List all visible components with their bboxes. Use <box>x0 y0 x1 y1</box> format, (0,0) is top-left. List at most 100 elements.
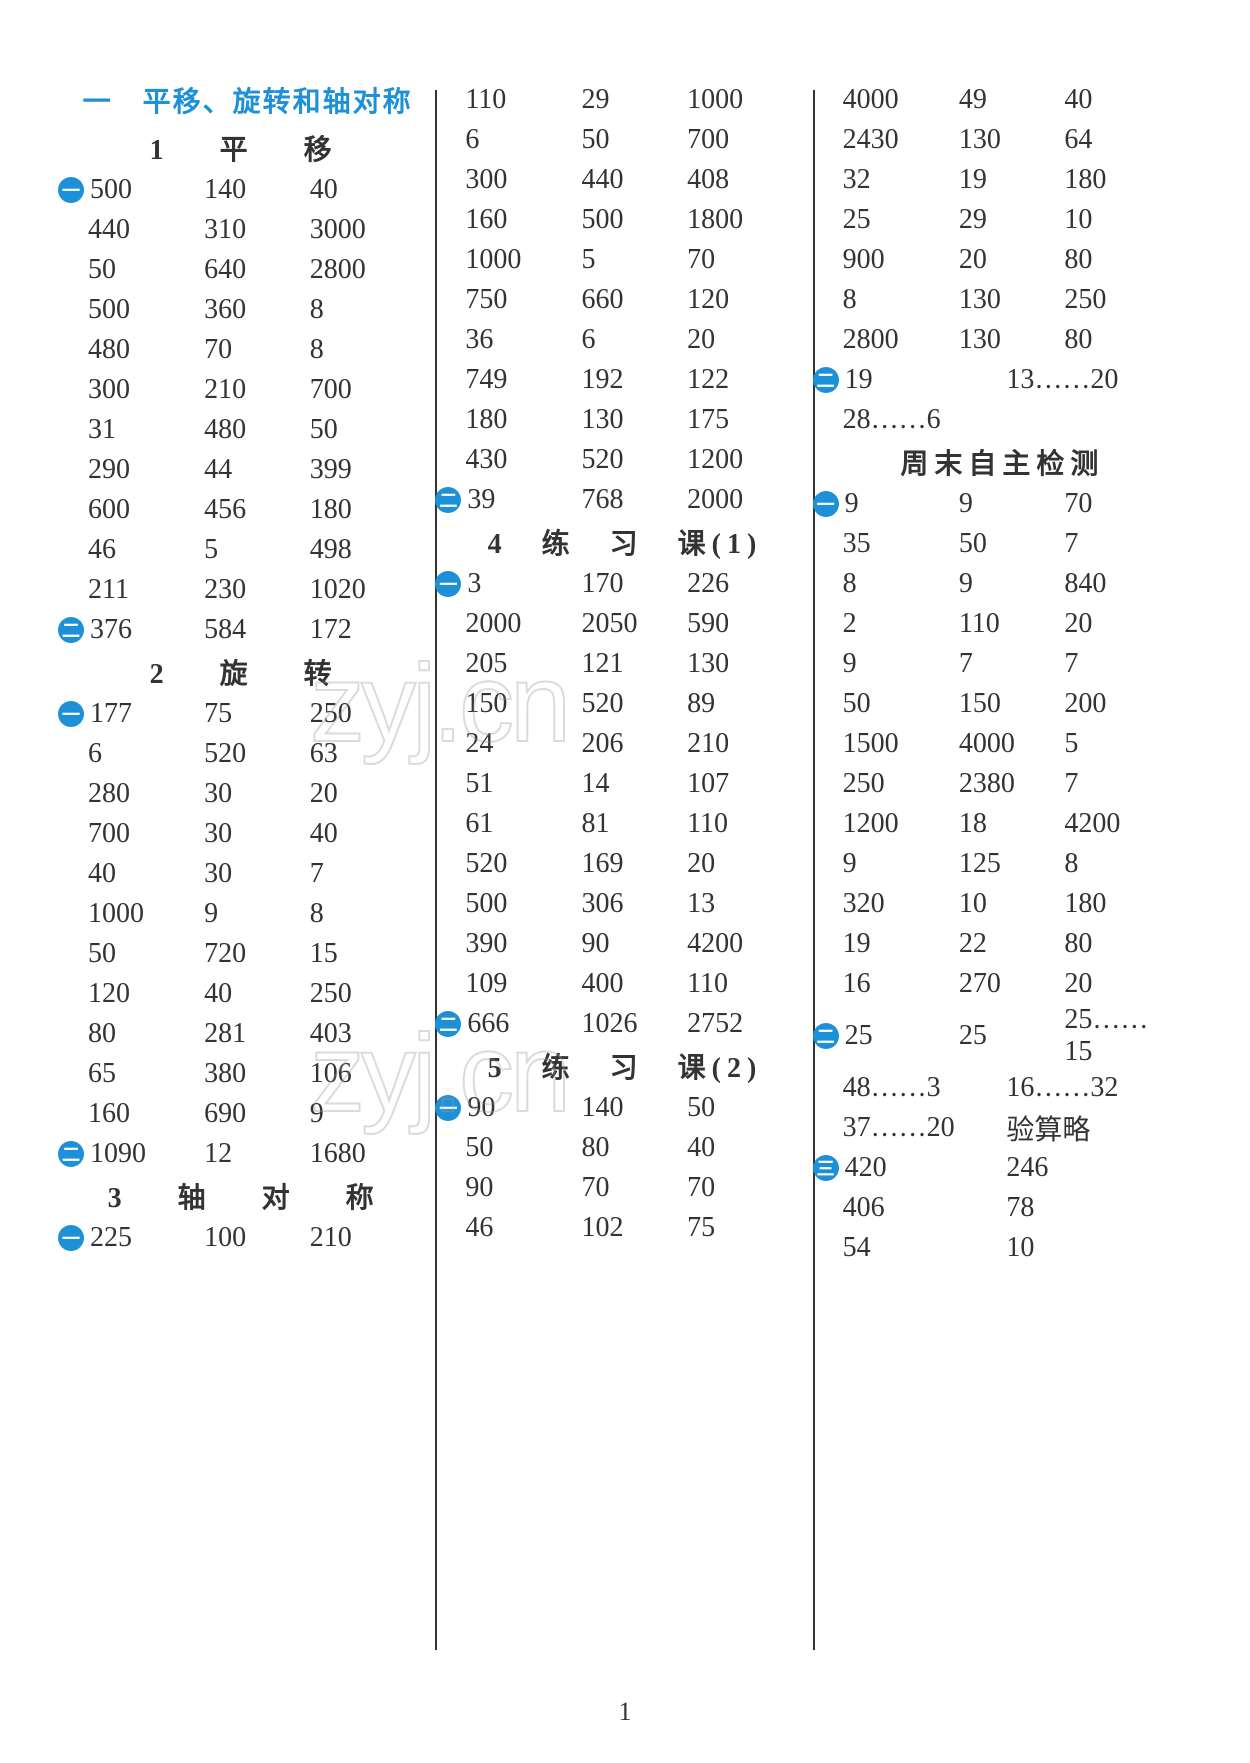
answer-cell: 1020 <box>310 574 416 606</box>
answer-row: 2112301020 <box>80 570 415 610</box>
answer-cell: 250 <box>310 698 416 730</box>
answer-value: 110 <box>959 608 1000 639</box>
answer-cell: 75 <box>204 698 310 730</box>
answer-key-page: 一 平移、旋转和轴对称1 平 移一50014040440310300050640… <box>60 80 1190 1660</box>
answer-cell: 15 <box>310 938 416 970</box>
answer-value: 130 <box>687 648 729 679</box>
answer-cell: 一225 <box>88 1222 204 1254</box>
answer-value: 70 <box>1064 488 1092 519</box>
answer-cell: 51 <box>465 768 581 800</box>
answer-value: 50 <box>88 254 116 285</box>
answer-value: 70 <box>581 1172 609 1203</box>
answer-row: 37……20验算略 <box>835 1108 1170 1148</box>
answer-cell: 590 <box>687 608 793 640</box>
answer-value: 3 <box>467 568 481 599</box>
answer-value: 130 <box>959 124 1001 155</box>
answer-cell: 63 <box>310 738 416 770</box>
answer-value: 8 <box>843 284 857 315</box>
answer-cell: 50 <box>959 528 1065 560</box>
answer-row: 6181110 <box>457 804 792 844</box>
answer-row: 32010180 <box>835 884 1170 924</box>
bullet-wrap: 二 <box>58 614 90 645</box>
answer-value: 107 <box>687 768 729 799</box>
answer-cell: 130 <box>581 404 687 436</box>
section-bullet-icon: 一 <box>813 491 839 517</box>
answer-value: 40 <box>310 174 338 205</box>
answer-value: 1000 <box>687 84 743 115</box>
answer-cell: 440 <box>581 164 687 196</box>
answer-cell: 110 <box>687 968 793 1000</box>
answer-value: 14 <box>581 768 609 799</box>
answer-value: 75 <box>204 698 232 729</box>
answer-value: 20 <box>687 848 715 879</box>
answer-row: 89840 <box>835 564 1170 604</box>
answer-value: 130 <box>581 404 623 435</box>
answer-value: 420 <box>845 1152 887 1183</box>
answer-cell: 一3 <box>465 568 581 600</box>
answer-value: 10 <box>1006 1232 1034 1263</box>
answer-cell: 2000 <box>687 484 793 516</box>
answer-cell: 106 <box>310 1058 416 1090</box>
answer-cell: 210 <box>204 374 310 406</box>
answer-value: 50 <box>310 414 338 445</box>
answer-value: 700 <box>88 818 130 849</box>
answer-value: 90 <box>467 1092 495 1123</box>
answer-value: 180 <box>1064 888 1106 919</box>
answer-value: 20 <box>1064 608 1092 639</box>
answer-cell: 29 <box>959 204 1065 236</box>
answer-value: 246 <box>1006 1152 1048 1183</box>
answer-cell: 9 <box>843 848 959 880</box>
answer-row: 243013064 <box>835 120 1170 160</box>
answer-value: 24 <box>465 728 493 759</box>
answer-cell: 20 <box>310 778 416 810</box>
answer-value: 406 <box>843 1192 885 1223</box>
answer-row: 36620 <box>457 320 792 360</box>
section-bullet-icon: 一 <box>58 701 84 727</box>
answer-cell: 300 <box>88 374 204 406</box>
answer-value: 4000 <box>959 728 1015 759</box>
answer-cell: 49 <box>959 84 1065 116</box>
answer-row: 50030613 <box>457 884 792 924</box>
answer-cell: 89 <box>687 688 793 720</box>
answer-value: 120 <box>687 284 729 315</box>
answer-value: 30 <box>204 778 232 809</box>
answer-value: 90 <box>465 1172 493 1203</box>
answer-value: 40 <box>204 978 232 1009</box>
answer-value: 19 <box>845 364 873 395</box>
answer-value: 160 <box>465 204 507 235</box>
answer-cell: 210 <box>687 728 793 760</box>
answer-value: 150 <box>465 688 507 719</box>
answer-value: 6 <box>465 124 479 155</box>
answer-cell: 25 <box>843 204 959 236</box>
answer-value: 20 <box>1064 968 1092 999</box>
answer-cell: 61 <box>465 808 581 840</box>
answer-cell: 406 <box>843 1192 1007 1224</box>
answer-value: 250 <box>1064 284 1106 315</box>
answer-value: 270 <box>959 968 1001 999</box>
answer-row: 4610275 <box>457 1208 792 1248</box>
answer-value: 1500 <box>843 728 899 759</box>
answer-cell: 50 <box>581 124 687 156</box>
section-bullet-icon: 二 <box>813 1023 839 1049</box>
answer-cell: 28……6 <box>843 404 1007 436</box>
answer-value: 61 <box>465 808 493 839</box>
answer-value: 749 <box>465 364 507 395</box>
answer-value: 408 <box>687 164 729 195</box>
answer-value: 65 <box>88 1058 116 1089</box>
answer-row: 40004940 <box>835 80 1170 120</box>
answer-value: 13……20 <box>1006 364 1118 395</box>
answer-row: 20002050590 <box>457 604 792 644</box>
answer-cell: 9 <box>310 1098 416 1130</box>
column-1: 一 平移、旋转和轴对称1 平 移一50014040440310300050640… <box>60 80 435 1660</box>
page-number: 1 <box>0 1697 1250 1727</box>
answer-cell: 380 <box>204 1058 310 1090</box>
answer-value: 360 <box>204 294 246 325</box>
answer-cell: 700 <box>310 374 416 406</box>
answer-cell: 110 <box>959 608 1065 640</box>
answer-cell: 二19 <box>843 364 1007 396</box>
answer-cell: 50 <box>843 688 959 720</box>
answer-row: 150040005 <box>835 724 1170 764</box>
answer-row: 7003040 <box>80 814 415 854</box>
answer-row: 390904200 <box>457 924 792 964</box>
answer-row: 一17775250 <box>80 694 415 734</box>
